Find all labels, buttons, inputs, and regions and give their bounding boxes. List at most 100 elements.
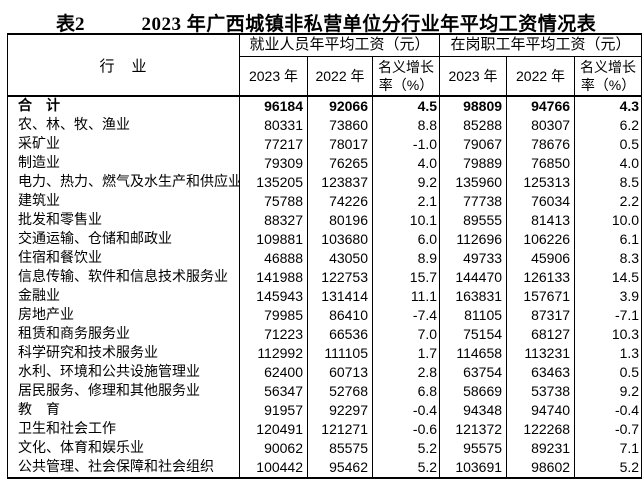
table-row: 教 育 91957 92297 -0.4 94348 94740 -0.4 [7,401,642,420]
table-row: 合 计 96184 92066 4.5 98809 94766 4.3 [7,96,642,116]
table-row: 住宿和餐饮业 46888 43050 8.9 49733 45906 8.3 [7,249,642,268]
value-cell: 6.1 [619,231,640,247]
value-cell: 75154 [439,325,508,344]
value-cell: 135960 [439,173,508,192]
table-row: 水利、环境和公共设施管理业 62400 60713 2.8 63754 6346… [7,363,642,382]
value-cell: 112696 [439,230,508,249]
table-row: 信息传输、软件和信息技术服务业 141988 122753 15.7 14447… [7,268,642,287]
col-header-2022-employed: 2022 年 [307,56,373,96]
sub-header-row: 2023 年 2022 年 名义增长 率（%） 2023 年 2022 年 名义… [8,56,642,96]
value-cell: 62400 [239,363,308,382]
value-cell: 85575 [307,439,373,458]
value-cell: 163831 [439,287,508,306]
value-cell: 76034 [506,192,576,211]
value-cell: 9.2 [372,173,441,192]
value-cell: 88327 [239,211,308,230]
value-cell: 87317 [506,306,576,325]
value-cell: 121271 [307,420,373,439]
table-header: 行 业 就业人员年平均工资（元） 在岗职工年平均工资（元） 2023 年 202… [7,34,642,96]
value-cell: 103691 [439,458,508,478]
table-row: 农、林、牧、渔业 80331 73860 8.8 85288 80307 6.2 [7,116,642,135]
table-row: 文化、体育和娱乐业 90062 85575 5.2 95575 89231 7.… [7,439,642,458]
page-title: 表2 2023 年广西城镇非私营单位分行业年平均工资情况表 [0,0,644,35]
value-cell: 46888 [239,249,308,268]
col-header-2022-onpost: 2022 年 [506,56,576,96]
value-cell: 2.2 [619,193,640,209]
industry-cell: 采矿业 [7,135,240,154]
value-cell: 145943 [239,287,308,306]
value-cell: 10.0 [611,212,640,228]
value-cell: 86410 [307,306,373,325]
value-cell: 79889 [439,154,508,173]
value-cell: 125313 [506,173,576,192]
value-cell: 95575 [439,439,508,458]
value-cell: 123837 [307,173,373,192]
value-cell: 11.1 [372,287,441,306]
value-cell: 98809 [439,96,508,116]
value-cell: 85288 [439,116,508,135]
value-cell: 98602 [506,458,576,478]
value-cell: 79067 [439,135,508,154]
industry-cell: 公共管理、社会保障和社会组织 [7,458,240,478]
industry-cell: 批发和零售业 [7,211,240,230]
industry-cell: 建筑业 [7,192,240,211]
value-cell: 15.7 [372,268,441,287]
value-cell: 60713 [307,363,373,382]
value-cell: 100442 [239,458,308,478]
value-cell: 114658 [439,344,508,363]
value-cell: 4.3 [619,98,640,114]
value-cell: 45906 [506,249,576,268]
value-cell: 8.9 [372,249,441,268]
value-cell: 96184 [239,96,308,116]
industry-cell: 金融业 [7,287,240,306]
value-cell: 1.3 [619,345,640,361]
value-cell: 141988 [239,268,308,287]
value-cell: 6.0 [372,230,441,249]
value-cell: 5.2 [372,458,441,478]
value-cell: 78017 [307,135,373,154]
table-row: 房地产业 79985 86410 -7.4 81105 87317 -7.1 [7,306,642,325]
value-cell: 77217 [239,135,308,154]
value-cell: 10.3 [611,326,640,342]
value-cell: 14.5 [611,269,640,285]
industry-cell: 租赁和商务服务业 [7,325,240,344]
industry-cell: 住宿和餐饮业 [7,249,240,268]
value-cell: 3.9 [619,288,640,304]
value-cell: 109881 [239,230,308,249]
table-row: 科学研究和技术服务业 112992 111105 1.7 114658 1132… [7,344,642,363]
value-cell: 7.0 [372,325,441,344]
value-cell: 92297 [307,401,373,420]
industry-cell: 交通运输、仓储和邮政业 [7,230,240,249]
value-cell: 52768 [307,382,373,401]
table-body: 合 计 96184 92066 4.5 98809 94766 4.3 农、林、… [7,96,642,478]
value-cell: 120491 [239,420,308,439]
industry-cell: 制造业 [7,154,240,173]
value-cell: 135205 [239,173,308,192]
value-cell: 9.2 [619,383,640,399]
value-cell: 4.0 [619,155,640,171]
value-cell: 106226 [506,230,576,249]
table-row: 租赁和商务服务业 71223 66536 7.0 75154 68127 10.… [7,325,642,344]
value-cell: 112992 [239,344,308,363]
value-cell: 7.1 [619,440,640,456]
value-cell: 122753 [307,268,373,287]
value-cell: 63463 [506,363,576,382]
value-cell: 49733 [439,249,508,268]
group-header-row: 行 业 就业人员年平均工资（元） 在岗职工年平均工资（元） [7,34,642,96]
table-row: 交通运输、仓储和邮政业 109881 103680 6.0 112696 106… [7,230,642,249]
value-cell: 43050 [307,249,373,268]
col-header-2023-onpost: 2023 年 [439,56,508,96]
table-row: 电力、热力、燃气及水生产和供应业 135205 123837 9.2 13596… [7,173,642,192]
value-cell: 81413 [506,211,576,230]
value-cell: 126133 [506,268,576,287]
value-cell: 80196 [307,211,373,230]
table-row: 卫生和社会工作 120491 121271 -0.6 121372 122268… [7,420,642,439]
value-cell: 0.5 [619,364,640,380]
value-cell: 89231 [506,439,576,458]
industry-cell: 电力、热力、燃气及水生产和供应业 [7,173,240,192]
value-cell: 144470 [439,268,508,287]
industry-cell: 居民服务、修理和其他服务业 [7,382,240,401]
col-header-2023-employed: 2023 年 [239,56,308,96]
value-cell: 113231 [506,344,576,363]
value-cell: 103680 [307,230,373,249]
